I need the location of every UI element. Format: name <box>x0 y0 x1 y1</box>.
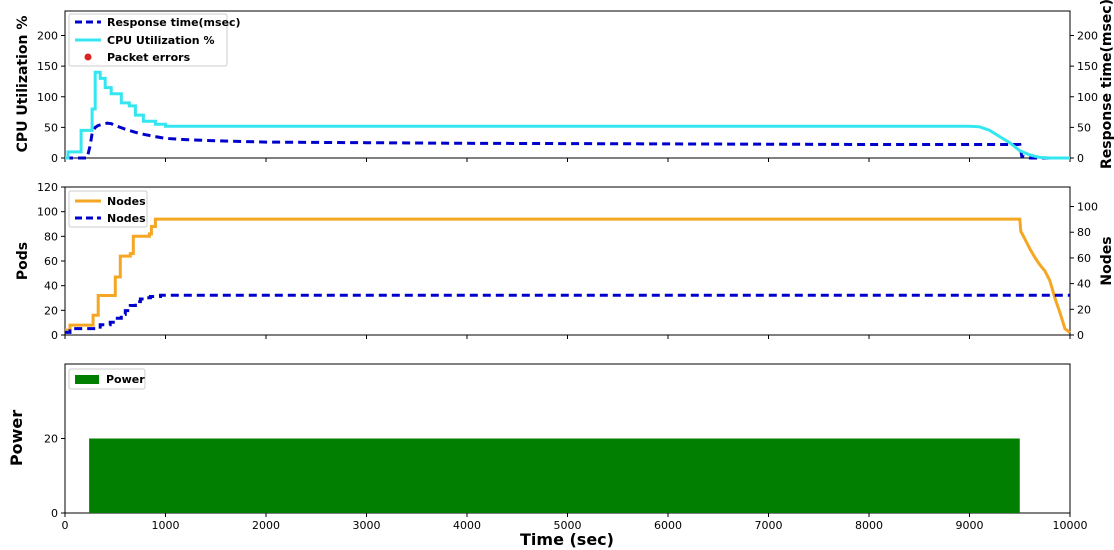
y-tick-label: 150 <box>37 60 58 73</box>
cpu-response-panel: CPU Utilization % Response time(msec) 0 5… <box>15 0 1114 169</box>
left-axis-title: Pods <box>15 242 31 280</box>
y2-tick-label: 40 <box>1077 278 1091 291</box>
left-axis-title: Power <box>7 410 26 466</box>
series-line-1 <box>65 70 1070 160</box>
y2-tick-label: 20 <box>1077 303 1091 316</box>
x-tick-label: 8000 <box>855 519 883 532</box>
y2-tick-label: 80 <box>1077 226 1091 239</box>
power-panel: Power 0 20 0 1000 2000 3000 4000 5000 6000 7000 80… <box>7 363 1088 549</box>
y-tick-label: 80 <box>44 230 58 243</box>
x-tick-label: 1000 <box>152 519 180 532</box>
y2-tick-label: 0 <box>1077 329 1084 342</box>
y-tick-label: 0 <box>51 507 58 520</box>
x-tick-label: 4000 <box>453 519 481 532</box>
y2-tick-label: 150 <box>1077 60 1098 73</box>
legend: Power <box>68 368 146 390</box>
series-line-1 <box>65 293 1070 334</box>
legend: Nodes Nodes <box>68 190 148 228</box>
y2-tick-label: 0 <box>1077 152 1084 165</box>
y-tick-label: 20 <box>44 304 58 317</box>
series-line-0 <box>65 217 1071 334</box>
y2-tick-label: 50 <box>1077 121 1091 134</box>
plot-frame <box>64 186 1071 336</box>
y-tick-label: 40 <box>44 280 58 293</box>
y2-tick-label: 100 <box>1077 201 1098 214</box>
legend-marker-packet-errors <box>84 53 92 61</box>
y-tick-label: 20 <box>44 433 58 446</box>
y-tick-label: 0 <box>51 152 58 165</box>
right-axis-title: Nodes <box>1099 236 1114 285</box>
x-tick-label: 10000 <box>1053 519 1088 532</box>
legend-label-nodes: Nodes <box>107 212 146 225</box>
y2-tick-label: 200 <box>1077 30 1098 43</box>
legend: Response time(msec) CPU Utilization % Pa… <box>68 13 241 67</box>
left-axis-title: CPU Utilization % <box>15 16 31 153</box>
legend-label-pods: Nodes <box>107 195 146 208</box>
legend-label-response: Response time(msec) <box>107 16 241 29</box>
legend-label-cpu: CPU Utilization % <box>107 34 215 47</box>
x-tick-label: 3000 <box>353 519 381 532</box>
y-tick-label: 0 <box>51 329 58 342</box>
y-tick-label: 100 <box>37 206 58 219</box>
y-tick-label: 200 <box>37 30 58 43</box>
power-bar-0 <box>89 438 1020 513</box>
x-tick-label: 2000 <box>252 519 280 532</box>
y-tick-label: 100 <box>37 91 58 104</box>
x-tick-label: 9000 <box>956 519 984 532</box>
right-axis-title: Response time(msec) <box>1099 0 1114 169</box>
y2-tick-label: 100 <box>1077 91 1098 104</box>
x-tick-label: 7000 <box>755 519 783 532</box>
x-axis-title: Time (sec) <box>520 530 614 549</box>
x-tick-label: 0 <box>62 519 69 532</box>
legend-label-packet-errors: Packet errors <box>107 51 191 64</box>
y-tick-label: 50 <box>44 121 58 134</box>
legend-label-power: Power <box>106 373 145 386</box>
series-line-0 <box>65 121 1070 160</box>
x-tick-label: 5000 <box>554 519 582 532</box>
pods-nodes-panel: Pods Nodes 0 20 40 60 80 100 120 0 20 40 60 80 100 N… <box>15 181 1114 342</box>
y2-tick-label: 60 <box>1077 252 1091 265</box>
y-tick-label: 120 <box>37 181 58 194</box>
legend-swatch-power <box>75 375 99 384</box>
x-tick-label: 6000 <box>654 519 682 532</box>
y-tick-label: 60 <box>44 255 58 268</box>
legend-box <box>68 13 228 67</box>
